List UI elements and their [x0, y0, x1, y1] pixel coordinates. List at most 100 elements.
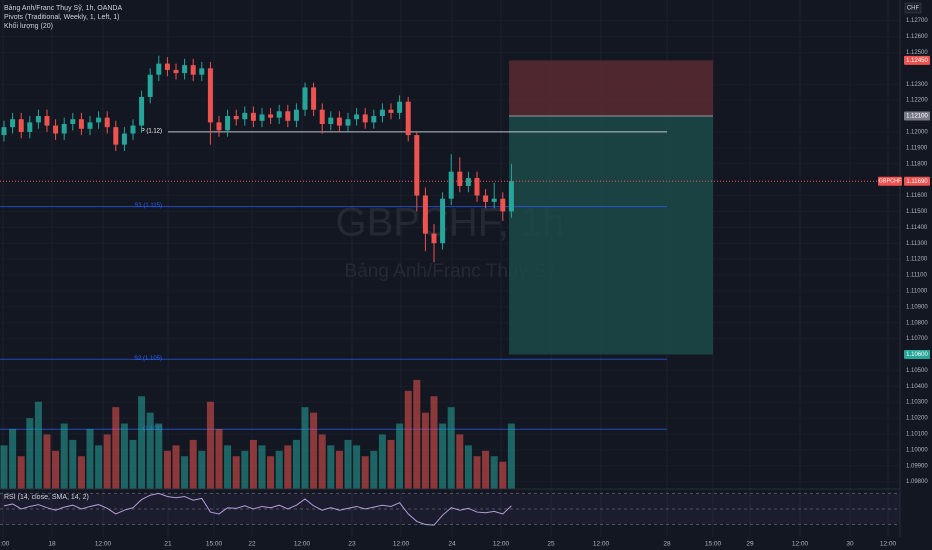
- y-tick-label: 1.10700: [906, 336, 928, 342]
- candle-body: [121, 133, 127, 145]
- price-tag: [904, 176, 930, 186]
- y-tick-label: 1.12200: [906, 98, 928, 104]
- y-tick-label: 1.11000: [906, 288, 928, 294]
- volume-bar: [413, 379, 421, 489]
- candle-body: [164, 63, 170, 70]
- x-tick-label: 28: [663, 541, 671, 548]
- y-tick-label: 1.11300: [906, 241, 928, 247]
- volume-bar: [327, 445, 335, 489]
- candle-body: [156, 63, 162, 75]
- volume-bar: [215, 429, 223, 489]
- x-tick-label: 22: [248, 541, 256, 548]
- candle-body: [465, 178, 471, 186]
- volume-bar: [310, 412, 318, 489]
- candle-body: [500, 198, 506, 212]
- pivot-label: P (1.12): [141, 129, 162, 135]
- candle-body: [207, 68, 213, 123]
- volume-bar: [301, 407, 309, 489]
- volume-bar: [189, 439, 197, 489]
- volume-bar: [258, 445, 266, 489]
- volume-bar: [86, 429, 94, 489]
- x-tick-label: 18: [48, 541, 56, 548]
- volume-bar: [77, 456, 85, 489]
- y-tick-label: 1.11400: [906, 225, 928, 231]
- y-tick-label: 1.12700: [906, 18, 928, 24]
- volume-bar: [95, 445, 103, 489]
- candle-body: [302, 87, 308, 110]
- candle-body: [173, 69, 179, 74]
- candle-body: [388, 109, 394, 113]
- x-tick-label: 12:00: [95, 541, 112, 548]
- candle-body: [328, 117, 334, 124]
- candle-body: [457, 171, 463, 186]
- candle-body: [354, 114, 360, 120]
- volume-bar: [318, 434, 326, 489]
- x-tick-label: 25: [547, 541, 555, 548]
- volume-bar: [120, 423, 128, 489]
- volume-bar: [404, 390, 412, 489]
- volume-bar: [34, 401, 42, 489]
- candle-body: [345, 119, 351, 126]
- candle-body: [18, 119, 24, 132]
- candle-body: [233, 116, 239, 120]
- volume-bar: [9, 429, 17, 489]
- candle-body: [35, 116, 41, 123]
- candle-body: [70, 119, 76, 124]
- volume-bar: [499, 461, 507, 489]
- y-tick-label: 1.12600: [906, 34, 928, 40]
- candle-body: [397, 101, 403, 113]
- volume-bar: [129, 439, 137, 489]
- candle-body: [53, 125, 59, 134]
- volume-bar: [60, 423, 68, 489]
- candle-body: [422, 195, 428, 234]
- volume-bar: [344, 439, 352, 489]
- volume-bar: [224, 445, 232, 489]
- candle-body: [448, 171, 454, 199]
- candle-body: [293, 109, 299, 121]
- y-tick-label: 1.10800: [906, 320, 928, 326]
- price-tag: [904, 55, 930, 65]
- volume-bar: [17, 456, 25, 489]
- y-tick-label: 1.12500: [906, 50, 928, 56]
- candle-body: [44, 116, 50, 126]
- y-tick-label: 1.09900: [906, 463, 928, 469]
- y-tick-label: 1.12000: [906, 130, 928, 136]
- volume-bar: [439, 423, 447, 489]
- volume-bar: [206, 401, 214, 489]
- volume-bar: [267, 456, 275, 489]
- y-tick-label: 1.10900: [906, 304, 928, 310]
- x-tick-label: 12:00: [294, 541, 311, 548]
- y-tick-label: 1.10200: [906, 416, 928, 422]
- rsi-label: RSI (14, close, SMA, 14, 2): [4, 494, 89, 501]
- candle-body: [113, 127, 119, 145]
- candle-body: [405, 101, 411, 136]
- x-tick-label: 12:00: [393, 541, 410, 548]
- candle-body: [61, 123, 67, 134]
- x-tick-label: 2:00: [0, 541, 10, 548]
- volume-bar: [146, 412, 154, 489]
- candle-body: [130, 125, 136, 134]
- x-tick-label: 12:00: [880, 541, 897, 548]
- price-tag: [904, 349, 930, 359]
- candle-body: [96, 117, 102, 123]
- y-tick-label: 1.10100: [906, 432, 928, 438]
- y-tick-label: 1.11500: [906, 209, 928, 215]
- candle-body: [414, 135, 420, 196]
- volume-bar: [490, 456, 498, 489]
- x-tick-label: 23: [348, 541, 356, 548]
- x-tick-label: 21: [164, 541, 172, 548]
- x-tick-label: 12:00: [593, 541, 610, 548]
- candle-body: [285, 111, 291, 121]
- target-zone: [509, 116, 713, 355]
- price-axis: [900, 0, 932, 550]
- y-tick-label: 1.11200: [906, 257, 928, 263]
- x-tick-label: 15:00: [206, 541, 223, 548]
- volume-bar: [335, 450, 343, 489]
- currency: CHF: [907, 6, 920, 12]
- candle-body: [491, 198, 497, 202]
- candle-body: [182, 65, 188, 74]
- price-tag-label: 1.12450: [906, 58, 928, 64]
- candle-body: [508, 181, 514, 212]
- volume-bar: [52, 450, 60, 489]
- candle-body: [216, 122, 222, 131]
